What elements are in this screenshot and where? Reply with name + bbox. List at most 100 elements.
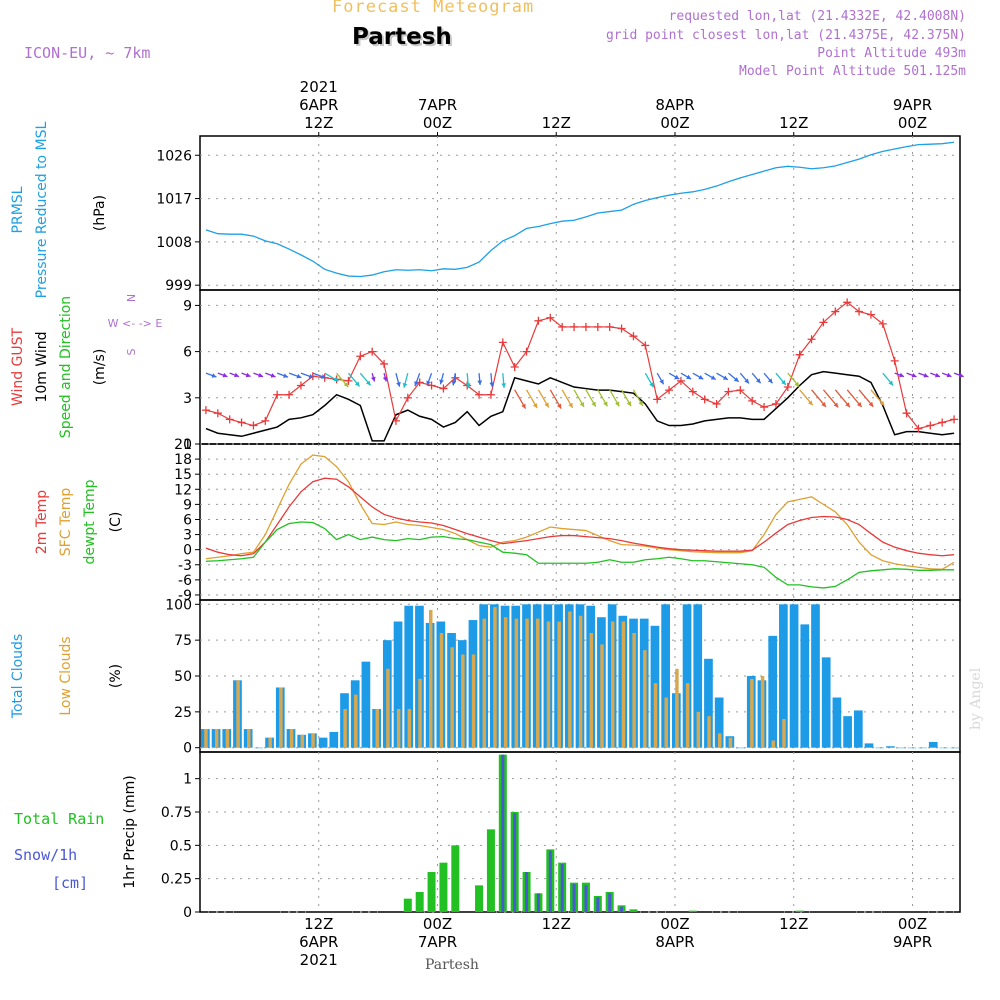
wind-gust-point — [546, 313, 555, 322]
wind-arrow-head — [258, 372, 264, 378]
wind-gust-point — [273, 390, 282, 399]
wind-arrow-head — [544, 402, 549, 408]
wind-gust-point — [807, 335, 816, 344]
wind-arrow-head — [245, 372, 251, 378]
wind-arrow-head — [270, 373, 276, 378]
top-time-label: 12Z — [542, 114, 571, 132]
bottom-time-label: 8APR — [655, 933, 694, 951]
low-cloud-bar — [375, 708, 379, 748]
temperature-y-tick-label: -9 — [178, 588, 192, 604]
wind-arrow-head — [845, 402, 850, 408]
wind-arrow-head — [521, 403, 526, 409]
wind-gust-point — [213, 409, 222, 418]
snow-bar — [608, 893, 612, 912]
total-cloud-bar — [843, 716, 852, 748]
low-cloud-bar — [643, 650, 647, 748]
wind-arrow-head — [296, 373, 302, 379]
wind-gust-point — [629, 332, 638, 341]
total-cloud-bar — [832, 697, 842, 748]
low-cloud-bar — [621, 621, 626, 748]
wind-arrow-head — [946, 372, 952, 378]
low-cloud-bar — [289, 729, 294, 748]
snow-bar — [548, 850, 552, 912]
wind-arrow-head — [958, 372, 964, 378]
total-cloud-bar — [254, 747, 264, 749]
wind-arrow-head — [626, 401, 632, 407]
wind-arrow-head — [370, 376, 376, 382]
snow-bar — [596, 897, 600, 912]
low-cloud-bar — [439, 632, 444, 748]
wind-gust-point — [427, 381, 436, 390]
wind-gust-point — [641, 341, 650, 350]
total-cloud-bar — [800, 624, 810, 748]
precip-y-tick-label: 0.25 — [161, 872, 192, 888]
wind-arrow-head — [568, 402, 573, 408]
rain-bar — [795, 910, 804, 912]
rain-bar — [688, 910, 697, 912]
low-cloud-bar — [236, 680, 240, 748]
rain-bar — [403, 898, 412, 912]
wind-arrow-head — [755, 378, 761, 384]
wind-arrow-head — [807, 400, 813, 406]
wind-gust-point — [391, 416, 400, 425]
total-cloud-bar — [950, 747, 959, 749]
wind-arrow-head — [888, 380, 894, 386]
wind-gust-point — [237, 418, 246, 427]
total-cloud-bar — [875, 747, 885, 749]
low-cloud-bar — [546, 621, 551, 748]
low-cloud-bar — [268, 737, 272, 748]
clouds-y-tick-label: 75 — [174, 633, 192, 649]
wind-arrow-head — [659, 379, 664, 385]
wind-gust-point — [570, 322, 579, 331]
top-time-label: 9APR — [893, 96, 932, 114]
wind-arrow-head — [698, 374, 704, 380]
wind-gust-point — [724, 387, 733, 396]
wind-gust-point — [926, 421, 935, 430]
total-cloud-bar — [853, 710, 863, 748]
wind-gust-point — [498, 338, 507, 347]
wind-gust-point — [736, 386, 745, 395]
snow-bar — [560, 864, 564, 912]
wind-gust-point — [617, 324, 626, 333]
low-cloud-bar — [718, 733, 722, 748]
snow-bar — [572, 884, 576, 912]
low-cloud-bar — [610, 621, 615, 748]
low-cloud-bar — [300, 734, 305, 748]
wind-gust-point — [534, 316, 543, 325]
wind-arrow-head — [451, 380, 457, 386]
pressure-label: PRMSL — [10, 186, 26, 233]
meteogram-title: Forecast Meteogram — [332, 0, 535, 17]
total-cloud-bar — [704, 658, 713, 748]
pressure-y-tick-label: 1017 — [156, 192, 192, 208]
temp-unit: (C) — [108, 512, 124, 533]
wind-arrow-head — [733, 377, 739, 382]
low-cloud-bar — [568, 611, 572, 748]
dewpt-series-line — [205, 521, 955, 589]
bottom-time-label: 7APR — [418, 933, 457, 951]
wind-y-tick-label: 9 — [183, 298, 192, 314]
snow-bar — [513, 813, 517, 912]
wind-direction-label: Speed and Direction — [58, 296, 74, 438]
precip-y-tick-label: 0 — [183, 905, 192, 921]
low-clouds-label: Low Clouds — [58, 636, 74, 715]
bottom-time-label: 12Z — [779, 915, 808, 933]
clouds-y-tick-label: 50 — [174, 669, 192, 685]
wind-arrow-head — [234, 372, 240, 378]
wind-gust-point — [748, 396, 757, 405]
wind-arrow-head — [744, 378, 749, 384]
clouds-y-tick-label: 100 — [165, 597, 192, 613]
low-cloud-bar — [600, 644, 604, 748]
wind-arrow-head — [591, 401, 596, 407]
location-title: Partesh — [352, 24, 452, 50]
temperature-y-tick-label: -6 — [178, 573, 192, 589]
precip-panel-frame — [199, 751, 961, 913]
top-time-label: 2021 — [300, 78, 338, 96]
wind-arrow-head — [615, 401, 620, 407]
wind-gust-point — [593, 322, 602, 331]
model-label: ICON-EU, ~ 7km — [24, 44, 151, 62]
wind-gust-point — [676, 376, 685, 385]
wind-arrow-head — [343, 382, 349, 388]
wind-gust-point — [225, 415, 234, 424]
wind-gust-point — [902, 409, 911, 418]
wind-gust-point — [914, 424, 923, 433]
